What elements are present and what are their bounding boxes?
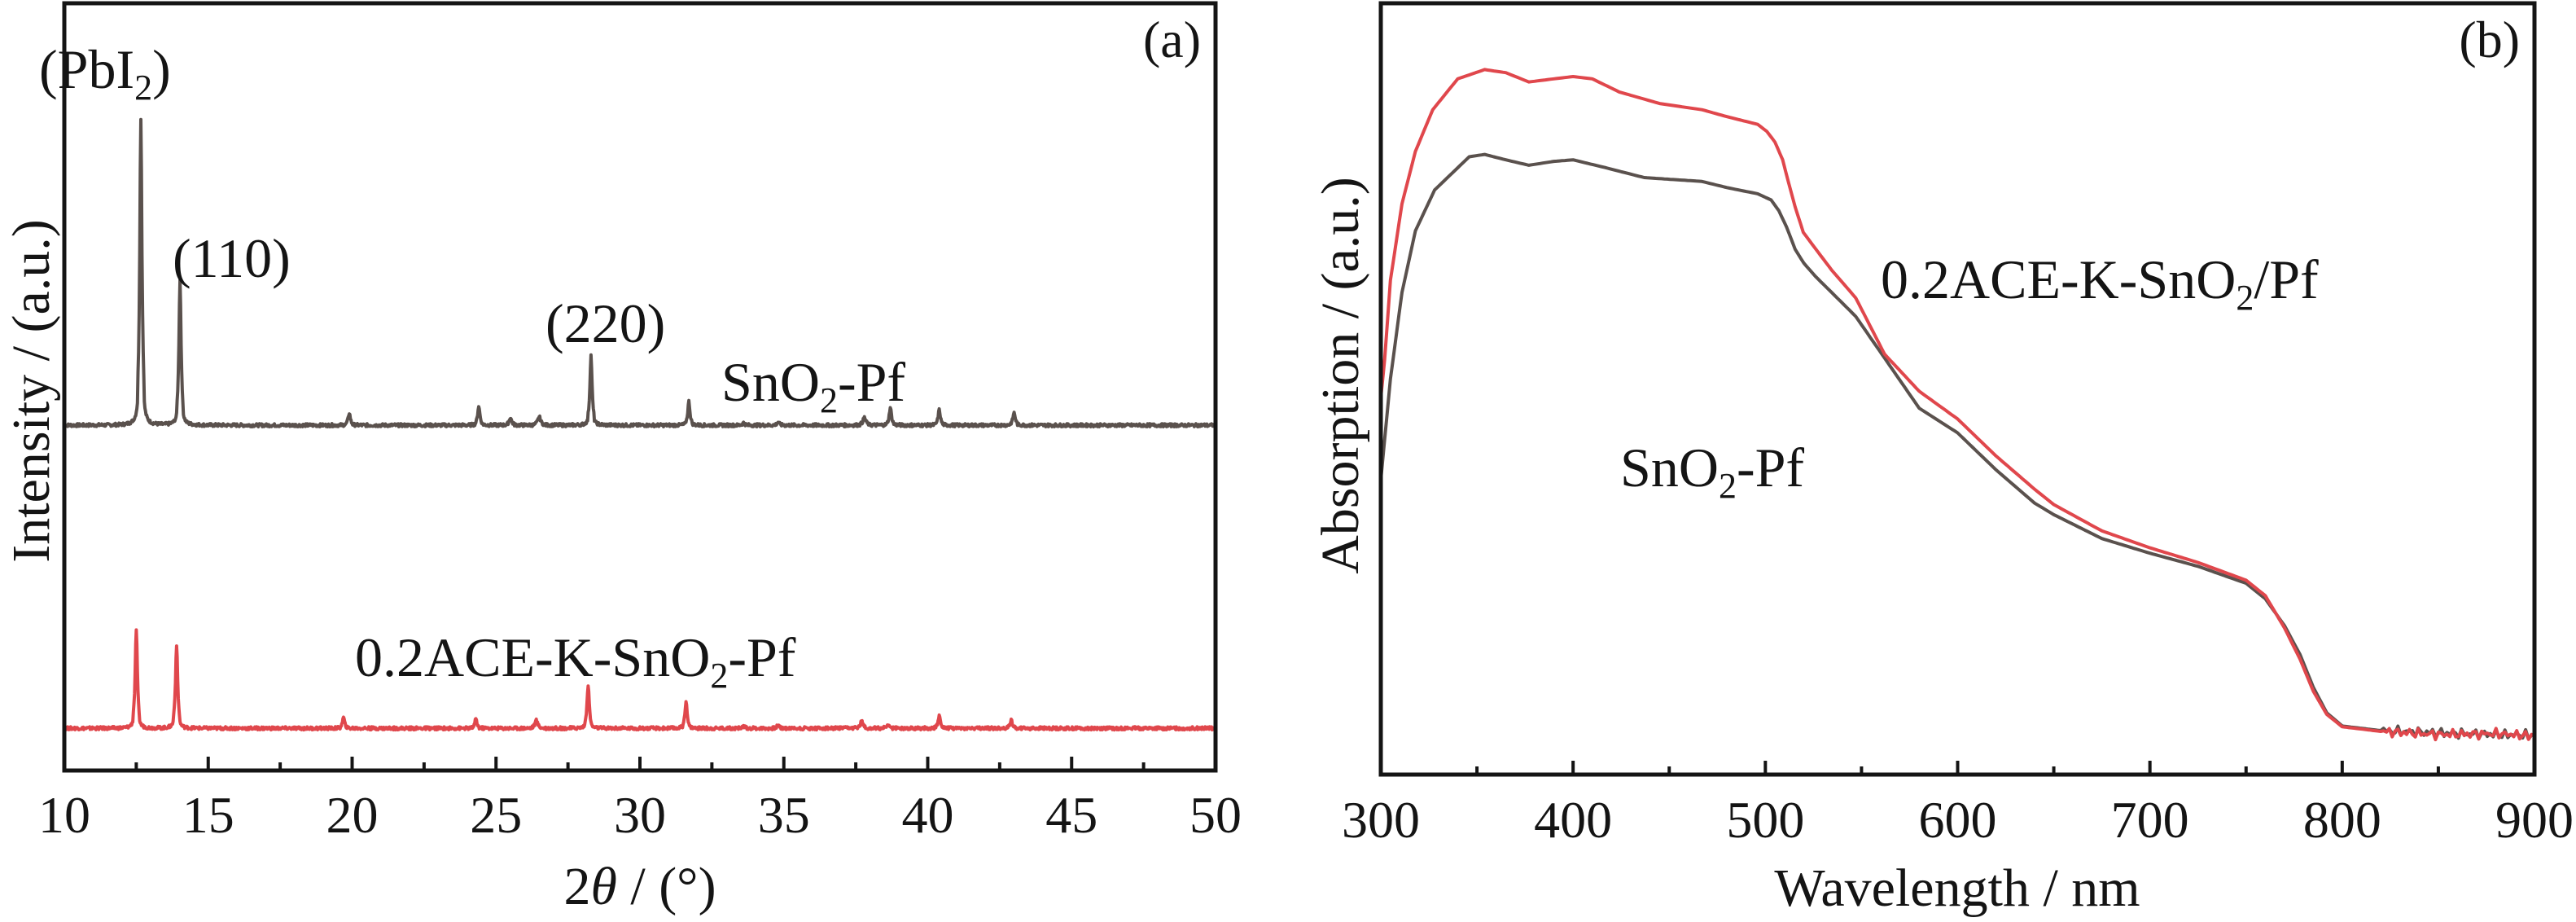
x-tick-label: 45 (1045, 786, 1097, 844)
panel-b-y-axis-title: Absorption / (a.u.) (1311, 177, 1370, 574)
x-title-two: 2 (563, 857, 590, 916)
label-ace-k-sno2-pf-b: 0.2ACE-K-SnO2/Pf (1881, 248, 2319, 318)
label-tail: /Pf (2254, 248, 2319, 310)
annot-pbi2-main: (PbI (39, 38, 134, 100)
label-ace-k-sno2-pf-a: 0.2ACE-K-SnO2-Pf (355, 626, 796, 696)
x-tick-label: 900 (2495, 791, 2574, 849)
x-tick-label: 20 (326, 786, 379, 844)
x-title-theta: θ (590, 857, 616, 916)
label-tail: -Pf (838, 351, 905, 413)
series-line-0-2ace-k-sno2-pf (63, 628, 1217, 732)
panel-b-absorption: 300 400 500 600 700 800 900 (b) Wavelength / n… (1311, 1, 2574, 918)
panel-b-x-tick-labels: 300 400 500 600 700 800 900 (1342, 791, 2574, 849)
panel-b-series-layer (1379, 68, 2535, 742)
annot-pbi2-close: ) (152, 38, 171, 100)
x-tick-label: 35 (758, 786, 810, 844)
x-tick-label: 600 (1919, 791, 1997, 849)
x-title-unit: / (°) (617, 857, 716, 916)
label-tail: -Pf (728, 626, 795, 688)
annot-pbi2-sub: 2 (134, 68, 152, 108)
label-tail: -Pf (1737, 437, 1804, 498)
label-sub: 2 (820, 380, 838, 420)
panel-a-series-layer (63, 117, 1217, 732)
x-tick-label: 40 (902, 786, 954, 844)
panel-b-x-axis-title: Wavelength / nm (1774, 858, 2140, 918)
label-sub: 2 (1719, 466, 1737, 506)
panel-a-x-tick-labels: 10 15 20 25 30 35 40 45 50 (38, 786, 1242, 844)
series-line-0-2ace-k-sno2-pf (1379, 68, 2535, 742)
label-sno2-pf-a: SnO2-Pf (721, 351, 905, 420)
x-tick-label: 50 (1189, 786, 1242, 844)
x-tick-label: 25 (470, 786, 522, 844)
series-line-sno2-pf (1379, 152, 2535, 741)
label-main: 0.2ACE-K-SnO (1881, 248, 2236, 310)
annotation-pbi2: (PbI2) (39, 38, 171, 108)
annotation-110: (110) (173, 227, 291, 289)
series-line-sno2-pf (63, 117, 1217, 428)
label-sub: 2 (2236, 278, 2254, 318)
x-tick-label: 30 (614, 786, 666, 844)
label-main: SnO (1620, 437, 1719, 498)
panel-b-tag: (b) (2459, 11, 2520, 68)
x-tick-label: 15 (182, 786, 234, 844)
x-tick-label: 10 (38, 786, 90, 844)
x-tick-label: 300 (1342, 791, 1420, 849)
x-tick-label: 500 (1726, 791, 1804, 849)
panel-a-xrd: 10 15 20 25 30 35 40 45 50 (a) 2θ / (°) Intensit… (2, 1, 1242, 916)
label-sno2-pf-b: SnO2-Pf (1620, 437, 1804, 506)
x-tick-label: 700 (2111, 791, 2189, 849)
panel-a-y-axis-title: Intensity / (a.u.) (2, 219, 61, 563)
annotation-220: (220) (545, 292, 665, 354)
x-tick-label: 400 (1534, 791, 1612, 849)
label-sub: 2 (710, 656, 728, 696)
panel-a-x-ticks (63, 757, 1217, 771)
panel-b-x-ticks (1379, 761, 2536, 775)
panel-a-x-axis-title: 2θ / (°) (563, 857, 716, 916)
panel-b-frame (1378, 1, 2537, 777)
panel-a-tag: (a) (1143, 11, 1201, 68)
label-main: SnO (721, 351, 820, 413)
label-main: 0.2ACE-K-SnO (355, 626, 710, 688)
x-tick-label: 800 (2303, 791, 2381, 849)
